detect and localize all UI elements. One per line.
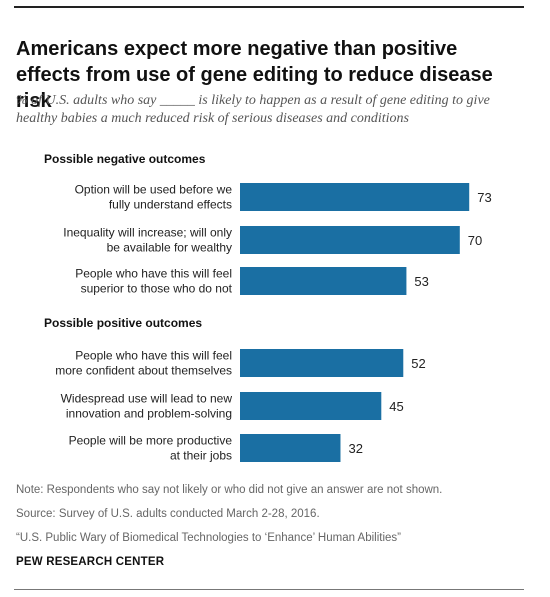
bottom-rule (14, 589, 524, 590)
footer-source: Source: Survey of U.S. adults conducted … (16, 508, 320, 520)
footer-note: Note: Respondents who say not likely or … (16, 484, 443, 496)
footer-report: “U.S. Public Wary of Biomedical Technolo… (16, 532, 402, 544)
bar-value-label: 45 (389, 399, 403, 414)
category-label: Option will be used before we fully under… (75, 183, 233, 212)
bar-value-label: 73 (477, 190, 491, 205)
top-rule (14, 6, 524, 8)
category-label: Widespread use will lead to new innovatio… (61, 392, 233, 421)
group-label: Possible negative outcomes (44, 152, 206, 166)
bar-value-label: 32 (348, 441, 362, 456)
category-label: People will be more productive at their j… (69, 434, 233, 463)
category-label: People who have this will feel more confi… (55, 349, 232, 378)
bar (240, 183, 470, 211)
group-label: Possible positive outcomes (44, 316, 202, 330)
category-label: Inequality will increase; will only be av… (63, 226, 232, 255)
category-label: People who have this will feel superior t… (75, 267, 232, 296)
brand-logo-text: PEW RESEARCH CENTER (16, 556, 165, 568)
bar (240, 392, 382, 420)
bar (240, 434, 341, 462)
bar (240, 349, 404, 377)
chart-title: Americans expect more negative than posi… (16, 38, 493, 112)
bar (240, 267, 407, 295)
bar-value-label: 53 (414, 274, 428, 289)
bar-value-label: 52 (411, 356, 425, 371)
chart-subtitle: % of U.S. adults who say _____ is likely… (16, 93, 490, 126)
bar-chart: Possible negative outcomes 73 Option will … (44, 152, 492, 463)
bar (240, 226, 460, 254)
bar-value-label: 70 (468, 233, 482, 248)
